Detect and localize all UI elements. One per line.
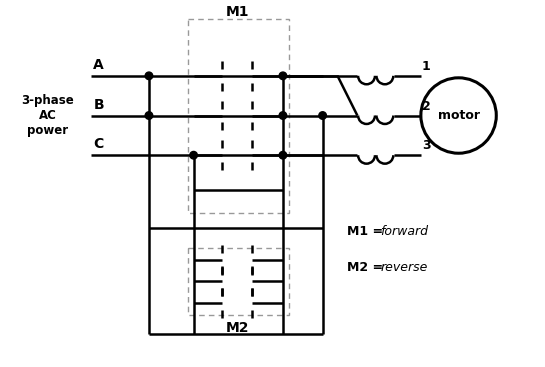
Text: M1: M1: [226, 5, 249, 19]
Bar: [187, 247, 289, 315]
Circle shape: [421, 78, 496, 153]
Text: 2: 2: [422, 99, 431, 113]
Text: 1: 1: [422, 60, 431, 73]
Text: forward: forward: [380, 225, 428, 238]
Text: A: A: [93, 58, 104, 72]
Text: 3-phase
AC
power: 3-phase AC power: [21, 94, 74, 137]
Circle shape: [145, 72, 153, 80]
Circle shape: [279, 112, 287, 119]
Text: 3: 3: [422, 139, 431, 152]
Text: reverse: reverse: [380, 261, 428, 274]
Text: B: B: [93, 98, 104, 112]
Bar: [187, 19, 289, 213]
Circle shape: [279, 72, 287, 80]
Circle shape: [145, 112, 153, 119]
Text: motor: motor: [438, 109, 480, 122]
Circle shape: [319, 112, 326, 119]
Text: M2 =: M2 =: [347, 261, 388, 274]
Text: C: C: [93, 137, 104, 151]
Text: M1 =: M1 =: [347, 225, 388, 238]
Text: M2: M2: [226, 321, 249, 335]
Circle shape: [279, 152, 287, 159]
Circle shape: [190, 152, 197, 159]
